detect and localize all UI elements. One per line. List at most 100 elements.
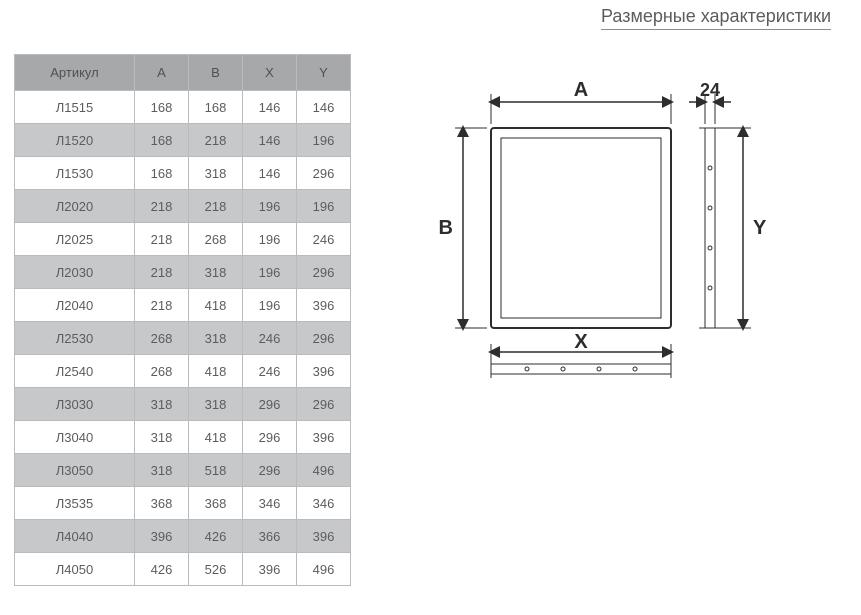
cell-value: 396 [297, 289, 351, 322]
cell-value: 296 [243, 421, 297, 454]
col-header-A: A [135, 55, 189, 91]
cell-value: 168 [135, 91, 189, 124]
cell-value: 218 [189, 190, 243, 223]
cell-article: Л4050 [15, 553, 135, 586]
cell-value: 218 [135, 190, 189, 223]
cell-article: Л2025 [15, 223, 135, 256]
svg-text:Y: Y [753, 217, 767, 239]
cell-value: 196 [243, 190, 297, 223]
cell-article: Л1520 [15, 124, 135, 157]
cell-value: 168 [189, 91, 243, 124]
table-row: Л2530268318246296 [15, 322, 351, 355]
table-row: Л2025218268196246 [15, 223, 351, 256]
cell-value: 496 [297, 553, 351, 586]
table-row: Л3535368368346346 [15, 487, 351, 520]
cell-value: 246 [243, 322, 297, 355]
cell-value: 146 [297, 91, 351, 124]
svg-text:24: 24 [700, 80, 720, 100]
table-row: Л2040218418196396 [15, 289, 351, 322]
cell-value: 318 [189, 322, 243, 355]
cell-value: 418 [189, 355, 243, 388]
table-row: Л4050426526396496 [15, 553, 351, 586]
cell-value: 396 [135, 520, 189, 553]
cell-value: 296 [297, 322, 351, 355]
cell-value: 218 [135, 289, 189, 322]
cell-article: Л1515 [15, 91, 135, 124]
cell-value: 196 [243, 289, 297, 322]
cell-value: 246 [243, 355, 297, 388]
cell-value: 218 [135, 256, 189, 289]
cell-value: 426 [189, 520, 243, 553]
cell-value: 396 [297, 421, 351, 454]
cell-article: Л2540 [15, 355, 135, 388]
col-header-Y: Y [297, 55, 351, 91]
cell-article: Л3050 [15, 454, 135, 487]
cell-value: 396 [243, 553, 297, 586]
cell-value: 318 [189, 256, 243, 289]
table-row: Л1530168318146296 [15, 157, 351, 190]
cell-value: 296 [297, 157, 351, 190]
cell-value: 196 [243, 223, 297, 256]
cell-value: 396 [297, 520, 351, 553]
cell-value: 146 [243, 124, 297, 157]
cell-value: 346 [297, 487, 351, 520]
cell-value: 268 [135, 322, 189, 355]
cell-value: 518 [189, 454, 243, 487]
cell-value: 296 [243, 388, 297, 421]
cell-article: Л2030 [15, 256, 135, 289]
cell-value: 346 [243, 487, 297, 520]
col-header-article: Артикул [15, 55, 135, 91]
cell-value: 318 [135, 388, 189, 421]
cell-article: Л2530 [15, 322, 135, 355]
svg-text:X: X [574, 331, 588, 353]
cell-value: 296 [243, 454, 297, 487]
cell-value: 246 [297, 223, 351, 256]
table-row: Л3030318318296296 [15, 388, 351, 421]
page-title: Размерные характеристики [601, 6, 831, 30]
table-row: Л2030218318196296 [15, 256, 351, 289]
col-header-X: X [243, 55, 297, 91]
cell-article: Л3535 [15, 487, 135, 520]
cell-value: 318 [135, 421, 189, 454]
cell-article: Л4040 [15, 520, 135, 553]
cell-article: Л1530 [15, 157, 135, 190]
cell-value: 496 [297, 454, 351, 487]
cell-value: 396 [297, 355, 351, 388]
cell-value: 168 [135, 157, 189, 190]
cell-value: 196 [243, 256, 297, 289]
svg-text:B: B [439, 217, 453, 239]
cell-value: 368 [189, 487, 243, 520]
cell-value: 318 [189, 157, 243, 190]
table-row: Л1515168168146146 [15, 91, 351, 124]
cell-value: 168 [135, 124, 189, 157]
cell-value: 146 [243, 91, 297, 124]
cell-article: Л3030 [15, 388, 135, 421]
cell-value: 418 [189, 289, 243, 322]
cell-value: 196 [297, 124, 351, 157]
cell-article: Л3040 [15, 421, 135, 454]
cell-value: 318 [189, 388, 243, 421]
table-row: Л2020218218196196 [15, 190, 351, 223]
cell-value: 218 [135, 223, 189, 256]
cell-value: 218 [189, 124, 243, 157]
cell-value: 146 [243, 157, 297, 190]
svg-text:A: A [574, 79, 588, 101]
cell-article: Л2020 [15, 190, 135, 223]
cell-value: 268 [189, 223, 243, 256]
cell-value: 296 [297, 388, 351, 421]
dimensions-diagram: A B 24 Y X [381, 58, 801, 398]
cell-value: 526 [189, 553, 243, 586]
cell-value: 268 [135, 355, 189, 388]
cell-value: 426 [135, 553, 189, 586]
cell-value: 196 [297, 190, 351, 223]
dimensions-table: АртикулABXY Л1515168168146146Л1520168218… [14, 54, 351, 586]
cell-value: 296 [297, 256, 351, 289]
cell-value: 366 [243, 520, 297, 553]
table-row: Л4040396426366396 [15, 520, 351, 553]
cell-article: Л2040 [15, 289, 135, 322]
table-row: Л2540268418246396 [15, 355, 351, 388]
table-row: Л3050318518296496 [15, 454, 351, 487]
table-row: Л1520168218146196 [15, 124, 351, 157]
table-row: Л3040318418296396 [15, 421, 351, 454]
cell-value: 418 [189, 421, 243, 454]
